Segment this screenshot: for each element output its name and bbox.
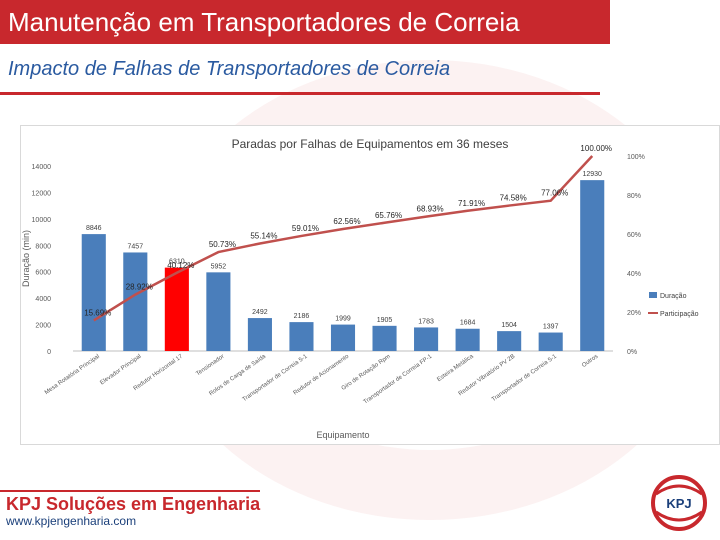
y-tick-label: 8000 — [35, 243, 51, 250]
line-value-label: 55.14% — [250, 231, 277, 240]
bar-value-label: 12930 — [582, 171, 602, 178]
bar — [123, 252, 148, 351]
bar-value-label: 1397 — [543, 324, 559, 331]
y2-tick-label: 20% — [627, 310, 641, 317]
line-value-label: 77.06% — [541, 189, 568, 198]
y2-tick-label: 100% — [627, 154, 645, 161]
y-tick-label: 4000 — [35, 296, 51, 303]
bar — [81, 234, 106, 351]
bar-value-label: 2186 — [294, 313, 310, 320]
bar-value-label: 1905 — [377, 317, 393, 324]
line-value-label: 40.12% — [167, 261, 194, 270]
line-value-label: 100.00% — [580, 144, 612, 153]
bar — [289, 322, 314, 351]
y-axis-title: Duração (min) — [21, 230, 31, 287]
bar — [372, 325, 397, 351]
bar — [414, 327, 439, 351]
y-tick-label: 2000 — [35, 323, 51, 330]
y-tick-label: 14000 — [32, 164, 52, 171]
x-tick-label: Mesa Rotatória Principal — [44, 354, 101, 396]
page-subtitle: Impacto de Falhas de Transportadores de … — [8, 58, 451, 80]
bar — [538, 332, 563, 351]
y-tick-label: 0 — [47, 349, 51, 356]
logo-arc-bottom — [655, 510, 703, 522]
y-tick-label: 10000 — [32, 217, 52, 224]
bar-value-label: 1783 — [418, 318, 434, 325]
logo-ring — [651, 475, 707, 531]
y-tick-label: 6000 — [35, 270, 51, 277]
line-value-label: 68.93% — [417, 205, 444, 214]
x-tick-label: Tensionador — [195, 354, 225, 378]
bar-value-label: 8846 — [86, 225, 102, 232]
bar-value-label: 1999 — [335, 316, 351, 323]
bar-value-label: 5952 — [211, 263, 227, 270]
kpj-logo: KPJ — [651, 475, 707, 531]
chart-container: Paradas por Falhas de Equipamentos em 36… — [20, 125, 720, 445]
x-tick-label: Elevador Principal — [99, 354, 142, 387]
bar-value-label: 1684 — [460, 320, 476, 327]
bar-value-label: 7457 — [128, 243, 144, 250]
bar — [497, 331, 522, 351]
y2-tick-label: 0% — [627, 349, 637, 356]
line-value-label: 62.56% — [333, 217, 360, 226]
chart-title: Paradas por Falhas de Equipamentos em 36… — [232, 137, 509, 151]
subtitle-divider — [0, 92, 600, 95]
x-tick-label: Transportador de Correia FP-1 — [363, 353, 434, 405]
line-value-label: 71.91% — [458, 199, 485, 208]
y-tick-label: 12000 — [32, 190, 52, 197]
logo-arc-top — [655, 484, 703, 496]
logo-text: KPJ — [666, 496, 691, 511]
y2-tick-label: 40% — [627, 271, 641, 278]
footer-divider — [0, 490, 260, 492]
company-name: KPJ Soluções em Engenharia — [6, 494, 261, 514]
bar — [330, 324, 356, 351]
bar — [580, 180, 605, 351]
bar — [164, 267, 189, 351]
bar-value-label: 6310 — [169, 259, 185, 266]
pareto-chart: Paradas por Falhas de Equipamentos em 36… — [21, 137, 699, 440]
page-title: Manutenção em Transportadores de Correia — [0, 0, 610, 44]
bar — [247, 318, 272, 351]
y2-tick-label: 80% — [627, 193, 641, 200]
legend-label-duracao: Duração — [660, 293, 687, 300]
bar — [206, 272, 231, 351]
bar-value-label: 1504 — [501, 322, 517, 329]
line-value-label: 15.69% — [84, 308, 111, 317]
line-value-label: 74.58% — [500, 194, 527, 203]
legend-swatch-duracao — [649, 292, 657, 298]
bar-value-label: 2492 — [252, 309, 268, 316]
x-tick-label: Esteira Metálica — [436, 353, 475, 383]
company-website: www.kpjengenharia.com — [6, 514, 137, 528]
line-value-label: 50.73% — [209, 240, 236, 249]
y2-tick-label: 60% — [627, 232, 641, 239]
legend-label-participacao: Participação — [660, 311, 699, 318]
cumulative-line — [93, 155, 594, 322]
line-value-label: 28.92% — [126, 283, 153, 292]
line-value-label: 59.01% — [292, 224, 319, 233]
footer: KPJ Soluções em Engenharia www.kpjengenh… — [0, 480, 720, 540]
bar — [455, 328, 480, 351]
line-value-label: 65.76% — [375, 211, 402, 220]
x-tick-label: Outros — [581, 354, 599, 369]
x-axis-title: Equipamento — [316, 430, 369, 440]
